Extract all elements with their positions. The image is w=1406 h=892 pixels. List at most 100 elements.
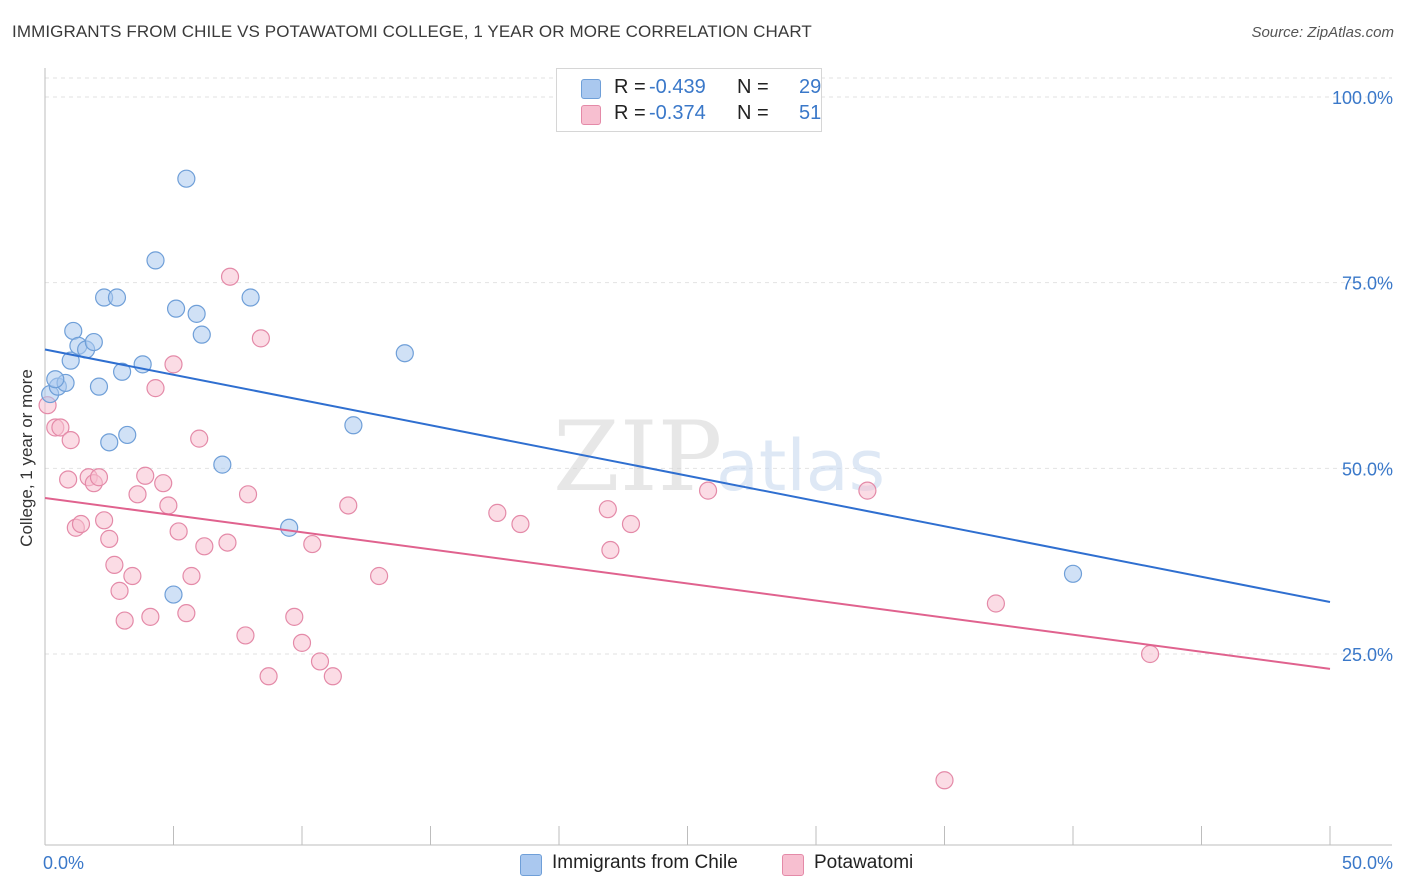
point-potawatomi bbox=[177, 604, 196, 623]
y-tick-label: 50.0% bbox=[1342, 459, 1393, 479]
series-label-potawatomi: Potawatomi bbox=[814, 852, 914, 873]
legend-n-value: 29 bbox=[799, 76, 822, 98]
series-swatch-potawatomi bbox=[782, 854, 804, 876]
tick-labels: 25.0% 50.0% 75.0% 100.0% 0.0% 50.0% bbox=[43, 88, 1393, 873]
point-chile bbox=[107, 288, 127, 307]
point-potawatomi bbox=[858, 481, 877, 500]
point-potawatomi bbox=[164, 355, 183, 374]
point-potawatomi bbox=[71, 514, 91, 534]
point-potawatomi bbox=[285, 607, 304, 626]
point-potawatomi bbox=[195, 537, 214, 556]
point-chile bbox=[280, 518, 299, 537]
y-tick-label: 25.0% bbox=[1342, 645, 1393, 665]
point-potawatomi bbox=[115, 611, 134, 630]
point-potawatomi bbox=[598, 500, 617, 519]
point-potawatomi bbox=[323, 667, 342, 686]
point-chile bbox=[100, 433, 119, 452]
y-axis-label: College, 1 year or more bbox=[17, 369, 36, 547]
point-chile bbox=[213, 455, 232, 474]
axes bbox=[44, 68, 1392, 846]
point-potawatomi bbox=[292, 633, 312, 652]
point-potawatomi bbox=[698, 481, 718, 500]
point-chile bbox=[46, 370, 65, 389]
point-potawatomi bbox=[128, 485, 147, 504]
point-potawatomi bbox=[169, 522, 188, 541]
point-potawatomi bbox=[220, 267, 240, 286]
point-chile bbox=[344, 416, 363, 435]
x-tick-label: 50.0% bbox=[1342, 853, 1393, 873]
point-chile bbox=[1063, 564, 1083, 583]
point-chile bbox=[187, 304, 206, 323]
legend-r-label: R = bbox=[614, 76, 646, 98]
point-potawatomi bbox=[236, 626, 255, 645]
legend-r-value: -0.439 bbox=[649, 76, 706, 98]
point-chile bbox=[146, 251, 165, 270]
series-label-chile: Immigrants from Chile bbox=[552, 852, 738, 873]
grid-lines bbox=[45, 77, 1392, 655]
chart-title: IMMIGRANTS FROM CHILE VS POTAWATOMI COLL… bbox=[12, 22, 812, 41]
point-potawatomi bbox=[59, 470, 78, 489]
legend-swatch-potawatomi bbox=[581, 105, 601, 125]
legend-r-label: R = bbox=[614, 102, 646, 124]
point-potawatomi bbox=[190, 429, 209, 448]
x-tick-label: 0.0% bbox=[43, 853, 84, 873]
point-potawatomi bbox=[303, 534, 322, 554]
y-tick-label: 75.0% bbox=[1342, 274, 1393, 294]
trend-line-chile bbox=[44, 348, 1331, 603]
point-potawatomi bbox=[1140, 644, 1160, 664]
point-potawatomi bbox=[100, 529, 119, 548]
source-label: Source: ZipAtlas.com bbox=[1251, 24, 1394, 41]
point-potawatomi bbox=[136, 466, 155, 485]
point-potawatomi bbox=[218, 533, 237, 552]
point-potawatomi bbox=[339, 496, 358, 515]
series-legend: Immigrants from Chile Potawatomi bbox=[0, 852, 1406, 878]
data-points bbox=[38, 169, 1160, 790]
y-tick-label: 100.0% bbox=[1332, 88, 1393, 108]
point-potawatomi bbox=[259, 667, 278, 686]
point-potawatomi bbox=[141, 607, 160, 626]
legend-n-label: N = bbox=[737, 102, 769, 124]
point-chile bbox=[166, 299, 186, 318]
point-potawatomi bbox=[89, 468, 109, 487]
point-potawatomi bbox=[621, 514, 641, 534]
point-potawatomi bbox=[370, 566, 389, 586]
legend-r-value: -0.374 bbox=[649, 102, 706, 124]
point-potawatomi bbox=[95, 511, 114, 530]
legend-n-value: 51 bbox=[799, 102, 822, 124]
point-potawatomi bbox=[123, 566, 142, 586]
point-potawatomi bbox=[182, 566, 201, 586]
point-potawatomi bbox=[251, 329, 270, 348]
legend-n-label: N = bbox=[737, 76, 769, 98]
point-potawatomi bbox=[110, 581, 129, 600]
point-chile bbox=[177, 169, 196, 188]
point-potawatomi bbox=[154, 474, 173, 493]
point-potawatomi bbox=[601, 540, 620, 560]
point-potawatomi bbox=[159, 496, 178, 515]
watermark: ZIP atlas bbox=[553, 401, 885, 513]
point-potawatomi bbox=[61, 431, 80, 450]
point-potawatomi bbox=[310, 652, 330, 671]
point-potawatomi bbox=[146, 379, 165, 398]
point-chile bbox=[395, 344, 414, 363]
correlation-legend: R = -0.439 N = 29 R = -0.374 N = 51 bbox=[556, 68, 822, 132]
watermark-atlas: atlas bbox=[716, 425, 885, 507]
point-chile bbox=[89, 377, 109, 396]
point-chile bbox=[241, 288, 260, 307]
watermark-zip: ZIP bbox=[553, 401, 722, 513]
point-chile bbox=[112, 362, 132, 381]
trend-lines bbox=[44, 348, 1331, 670]
point-chile bbox=[192, 325, 211, 344]
point-potawatomi bbox=[511, 514, 530, 534]
point-potawatomi bbox=[238, 485, 258, 504]
point-potawatomi bbox=[51, 418, 70, 437]
point-potawatomi bbox=[488, 503, 507, 522]
trend-line-potawatomi bbox=[44, 497, 1331, 670]
legend-swatch-chile bbox=[581, 79, 601, 99]
point-potawatomi bbox=[935, 771, 954, 790]
point-chile bbox=[84, 332, 103, 352]
point-chile bbox=[118, 425, 137, 445]
point-potawatomi bbox=[105, 555, 124, 574]
point-potawatomi bbox=[986, 594, 1006, 613]
point-chile bbox=[164, 585, 183, 604]
